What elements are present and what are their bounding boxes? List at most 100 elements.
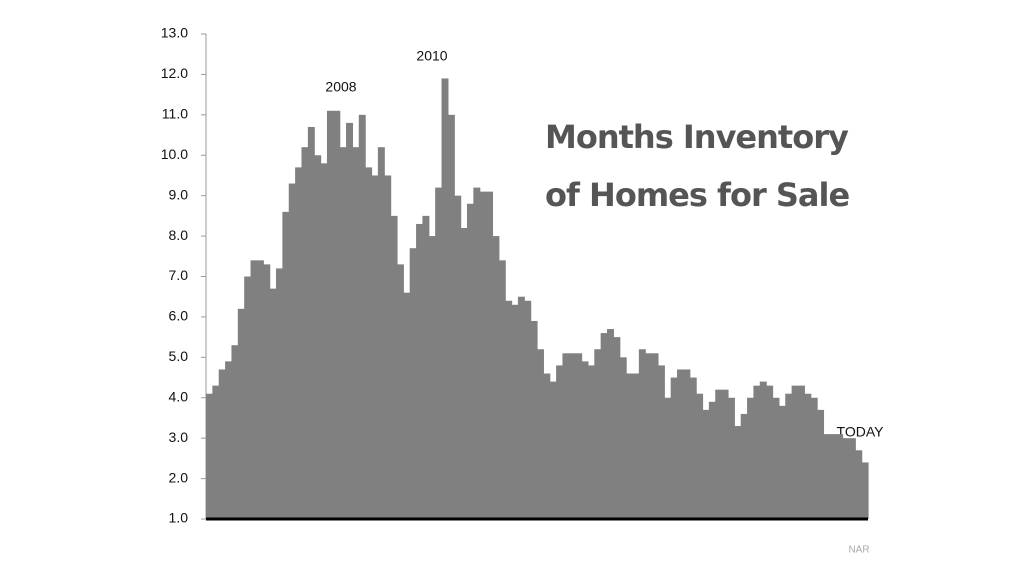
y-tick-label: 13.0 (161, 25, 188, 41)
bar (358, 114, 366, 519)
y-tick-label: 4.0 (169, 388, 189, 404)
bar (861, 462, 869, 519)
y-tick-label: 2.0 (169, 469, 189, 485)
bar (333, 110, 341, 520)
bar (587, 365, 595, 519)
chart-title: Months Inventory of Homes for Sale (545, 118, 850, 214)
bar (492, 236, 500, 520)
bar (537, 349, 544, 519)
bar (785, 393, 793, 519)
bar (505, 300, 513, 519)
bar (384, 175, 392, 520)
bar (218, 369, 226, 519)
bar (549, 381, 557, 519)
bar (276, 268, 283, 519)
bar (403, 292, 411, 519)
bar (848, 438, 856, 519)
bar (517, 296, 525, 519)
bar (396, 264, 404, 519)
bar (435, 187, 443, 520)
bar (689, 377, 697, 519)
bar (607, 329, 614, 519)
bar (721, 389, 729, 519)
bar (626, 373, 634, 519)
bar (651, 353, 659, 519)
bar (772, 397, 780, 519)
bar (594, 349, 602, 519)
y-tick-label: 11.0 (162, 106, 188, 122)
bar (326, 110, 334, 520)
bar (575, 353, 583, 519)
bar (314, 155, 322, 519)
bar (740, 413, 748, 519)
bar (568, 353, 576, 519)
bar (225, 361, 233, 519)
bar (441, 78, 449, 519)
bar (206, 393, 213, 519)
bar (657, 365, 665, 519)
bar (702, 409, 710, 519)
bar (390, 215, 398, 519)
bar (479, 191, 487, 519)
bar (269, 288, 277, 519)
bar (486, 191, 494, 519)
source: NAR (848, 545, 869, 556)
bar (600, 333, 608, 519)
y-tick-label: 8.0 (169, 227, 189, 243)
bar (715, 389, 723, 519)
bar (778, 405, 786, 519)
bar (664, 397, 672, 519)
bar (696, 393, 704, 519)
bar (797, 385, 805, 519)
bar (422, 215, 430, 519)
bar (365, 167, 373, 519)
bar (556, 365, 564, 519)
bar (466, 203, 474, 519)
bar (836, 434, 844, 519)
bar (524, 300, 532, 519)
bar (632, 373, 640, 519)
bar (428, 236, 436, 520)
bar (619, 357, 627, 519)
bar (543, 373, 551, 519)
bar (307, 126, 315, 519)
y-tick-label: 1.0 (169, 510, 189, 526)
bar (613, 337, 621, 519)
bar (237, 308, 245, 519)
bar (511, 304, 519, 519)
bar (810, 397, 818, 519)
bar (638, 349, 646, 519)
bar (371, 175, 379, 520)
bar (766, 385, 774, 519)
bar (677, 369, 685, 519)
bar (804, 393, 812, 519)
bar (498, 260, 506, 519)
bar (346, 122, 354, 520)
bar (683, 369, 691, 519)
bar (855, 450, 863, 519)
bar (817, 409, 825, 519)
bar (282, 211, 290, 520)
bar (320, 163, 328, 520)
bar (791, 385, 799, 519)
bar (288, 183, 296, 519)
bar (352, 147, 360, 519)
bar (759, 381, 767, 519)
bar (581, 361, 589, 519)
annotation: TODAY (837, 424, 885, 440)
bar (708, 401, 716, 519)
bar (244, 276, 252, 519)
bar (753, 385, 761, 519)
y-tick-label: 5.0 (169, 348, 189, 364)
y-tick-label: 6.0 (169, 308, 189, 324)
y-tick-label: 10.0 (161, 146, 188, 162)
bar (460, 228, 468, 519)
bar (256, 260, 264, 519)
bar (727, 397, 735, 519)
bar (670, 377, 678, 519)
bar (339, 147, 347, 519)
bar (250, 260, 258, 519)
bar (447, 114, 455, 519)
